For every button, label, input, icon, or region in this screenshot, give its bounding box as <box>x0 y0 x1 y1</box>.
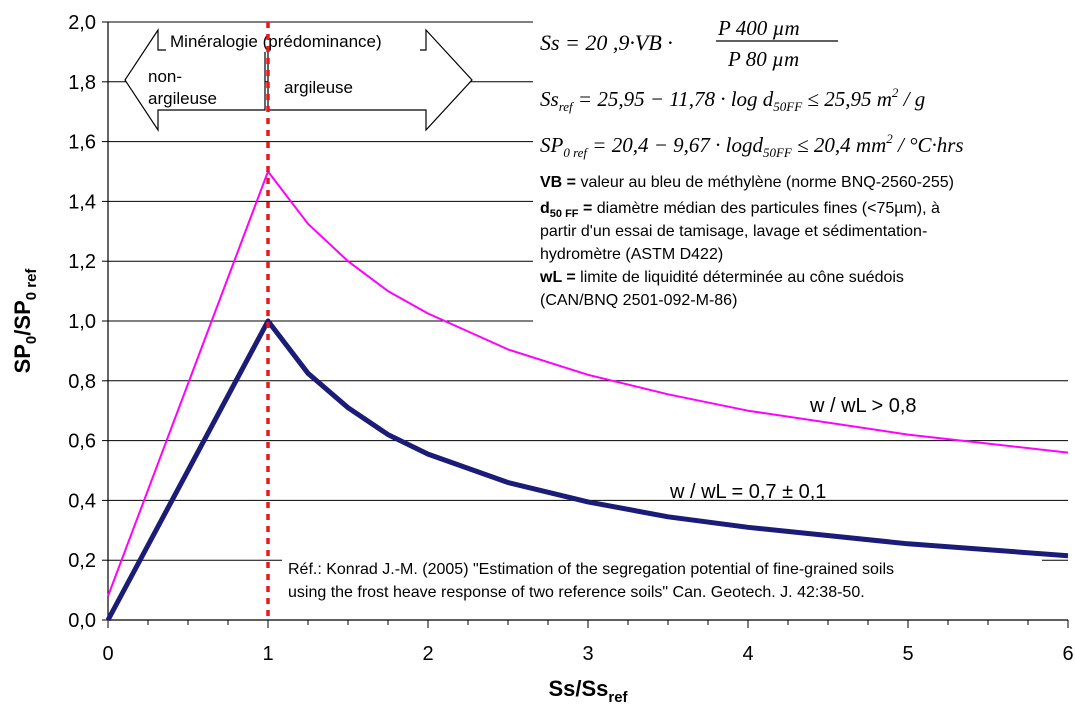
series-line-0 <box>105 318 1069 622</box>
y-tick-label: 0,2 <box>68 550 96 572</box>
svg-text:d50 FF = diamètre médian des p: d50 FF = diamètre médian des particules … <box>540 200 940 220</box>
left-arrow-label-2: argileuse <box>148 89 217 108</box>
x-tick-label: 6 <box>1062 643 1073 665</box>
svg-text:wL = limite de liquidité déter: wL = limite de liquidité déterminée au c… <box>539 269 904 286</box>
svg-text:(CAN/BNQ 2501-092-M-86): (CAN/BNQ 2501-092-M-86) <box>540 292 737 309</box>
y-tick-label: 0,6 <box>68 431 96 453</box>
svg-text:Ssref = 25,95 − 11,78 · log d5: Ssref = 25,95 − 11,78 · log d50FF ≤ 25,9… <box>540 85 925 114</box>
svg-text:Ss = 20 ,9·VB ·: Ss = 20 ,9·VB · <box>540 30 673 55</box>
x-axis-title: Ss/Ssref <box>548 676 628 706</box>
y-tick-label: 1,8 <box>68 72 96 94</box>
axis-titles: Ss/Ssref SP0/SP0 ref <box>10 268 629 706</box>
svg-text:SP0 ref = 20,4 − 9,67 · logd50: SP0 ref = 20,4 − 9,67 · logd50FF ≤ 20,4 … <box>540 131 964 160</box>
svg-text:P 400 µm: P 400 µm <box>717 16 800 40</box>
x-tick-label: 0 <box>102 643 113 665</box>
reference-line-2: using the frost heave response of two re… <box>288 584 865 601</box>
series <box>105 170 1069 622</box>
y-tick-label: 1,4 <box>68 191 96 213</box>
mineralogy-arrows: Minéralogie (prédominance) non- argileus… <box>124 28 473 132</box>
y-tick-label: 2,0 <box>68 12 96 34</box>
series-label-low: w / wL = 0,7 ± 0,1 <box>669 481 826 503</box>
y-tick-label: 1,6 <box>68 132 96 154</box>
left-arrow <box>124 28 266 132</box>
x-tick-label: 4 <box>742 643 753 665</box>
formula-2: Ssref = 25,95 − 11,78 · log d50FF ≤ 25,9… <box>540 85 925 114</box>
axes: 0,0 0,2 0,4 0,6 0,8 1,0 1,2 1,4 1,6 1,8 2,0 0 1 2 3 4 5 6 <box>68 12 1073 665</box>
series-label-high: w / wL > 0,8 <box>809 395 917 417</box>
formula-1: Ss = 20 ,9·VB · P 400 µm P 80 µm <box>540 16 838 71</box>
x-tick-label: 1 <box>262 643 273 665</box>
mineralogy-title: Minéralogie (prédominance) <box>170 32 382 51</box>
formula-bg <box>533 5 1073 330</box>
right-arrow-label: argileuse <box>284 78 353 97</box>
x-tick-label: 3 <box>582 643 593 665</box>
y-tick-label: 1,0 <box>68 311 96 333</box>
reference-bg <box>282 550 1042 610</box>
reference-line-1: Réf.: Konrad J.-M. (2005) "Estimation of… <box>288 561 894 578</box>
y-tick-label: 0,4 <box>68 490 96 512</box>
mineralogy-title-bg <box>166 28 420 52</box>
y-tick-label: 0,8 <box>68 371 96 393</box>
svg-text:hydromètre (ASTM D422): hydromètre (ASTM D422) <box>540 246 723 263</box>
formula-3: SP0 ref = 20,4 − 9,67 · logd50FF ≤ 20,4 … <box>540 131 964 160</box>
series-line-1 <box>107 170 1069 597</box>
right-arrow <box>267 28 473 132</box>
y-tick-label: 1,2 <box>68 251 96 273</box>
y-tick-label: 0,0 <box>68 610 96 632</box>
svg-text:P 80 µm: P 80 µm <box>727 47 799 71</box>
y-axis-title: SP0/SP0 ref <box>10 268 40 374</box>
left-arrow-label-1: non- <box>148 67 182 86</box>
svg-text:partir d'un essai de tamisage,: partir d'un essai de tamisage, lavage et… <box>540 223 927 240</box>
svg-text:VB = valeur au bleu de méthylè: VB = valeur au bleu de méthylène (norme … <box>540 174 954 191</box>
definitions: VB = valeur au bleu de méthylène (norme … <box>539 174 954 309</box>
x-tick-label: 2 <box>422 643 433 665</box>
x-tick-label: 5 <box>902 643 913 665</box>
